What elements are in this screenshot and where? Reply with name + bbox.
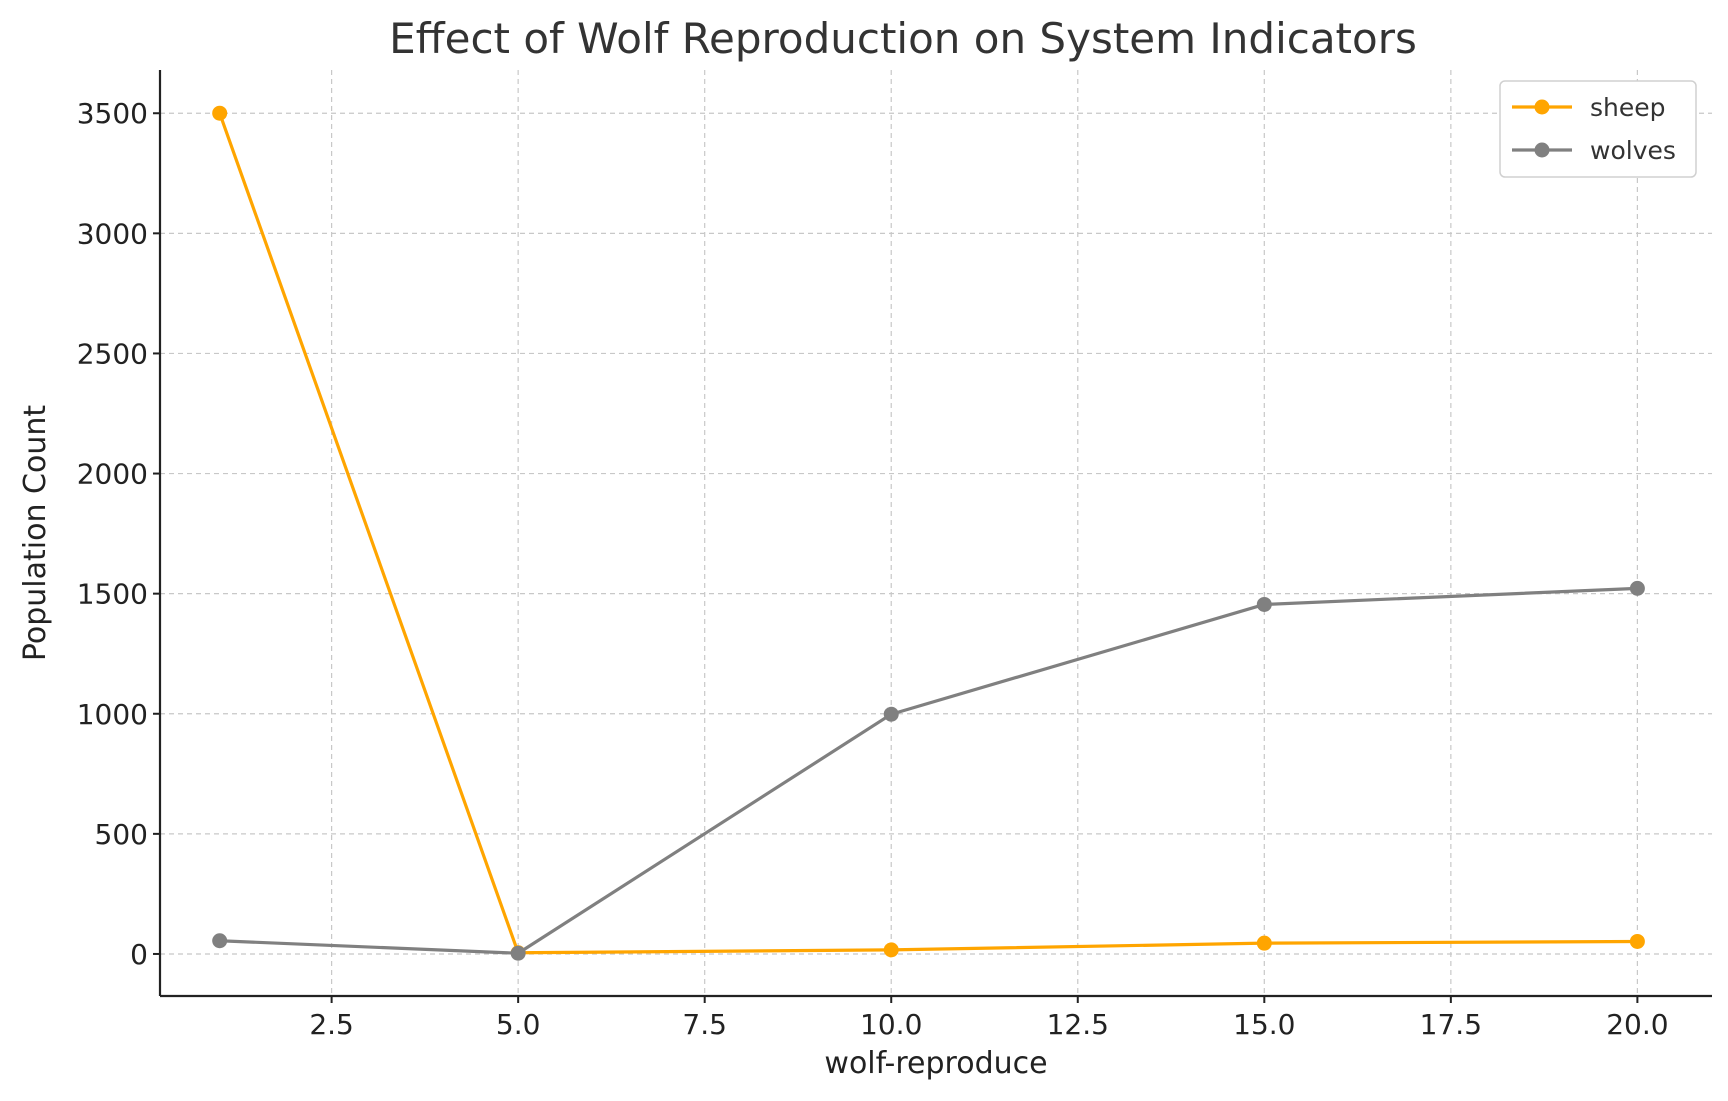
sheep-line [218, 112, 1638, 955]
wolves-point [510, 945, 526, 961]
wolves-point [1629, 580, 1645, 596]
x-tick-label: 2.5 [309, 1008, 354, 1041]
series-wolves [212, 580, 1645, 961]
y-tick-label: 3500 [77, 97, 148, 130]
legend-swatch-marker [1534, 142, 1550, 158]
legend-item-wolves: wolves [1512, 136, 1676, 165]
y-tick-label: 1000 [77, 698, 148, 731]
tick-labels: 2.5 5.0 7.5 10.0 12.5 15.0 17.5 20.0 0 500 1000 150… [77, 97, 1669, 1041]
y-tick-label: 500 [95, 818, 148, 851]
wolves-line [219, 586, 1638, 955]
y-tick-label: 3000 [77, 217, 148, 250]
y-tick-label: 2500 [77, 337, 148, 370]
gridlines [160, 70, 1712, 996]
axes [158, 70, 1712, 998]
sheep-point [883, 942, 899, 958]
y-tick-label: 0 [130, 938, 148, 971]
y-axis-label: Population Count [18, 405, 53, 661]
sheep-point [1629, 933, 1645, 949]
wolves-point [883, 706, 899, 722]
x-tick-label: 15.0 [1233, 1008, 1295, 1041]
x-tick-label: 5.0 [496, 1008, 541, 1041]
x-tick-label: 10.0 [860, 1008, 922, 1041]
chart-title: Effect of Wolf Reproduction on System In… [389, 14, 1417, 63]
x-tick-label: 12.5 [1047, 1008, 1109, 1041]
wolves-point [1256, 596, 1272, 612]
x-tick-label: 17.5 [1420, 1008, 1482, 1041]
legend: sheep wolves [1499, 80, 1697, 178]
sheep-point [212, 105, 228, 121]
legend-swatch-marker [1534, 99, 1550, 115]
sheep-point [1256, 935, 1272, 951]
y-tick-label: 1500 [77, 578, 148, 611]
legend-label: wolves [1590, 136, 1676, 165]
legend-label: sheep [1590, 93, 1666, 122]
wolves-point [212, 933, 228, 949]
legend-item-sheep: sheep [1512, 93, 1666, 122]
x-tick-label: 7.5 [682, 1008, 727, 1041]
y-tick-label: 2000 [77, 458, 148, 491]
x-axis-label: wolf-reproduce [824, 1046, 1047, 1081]
data-series [212, 105, 1645, 961]
x-tick-label: 20.0 [1606, 1008, 1668, 1041]
